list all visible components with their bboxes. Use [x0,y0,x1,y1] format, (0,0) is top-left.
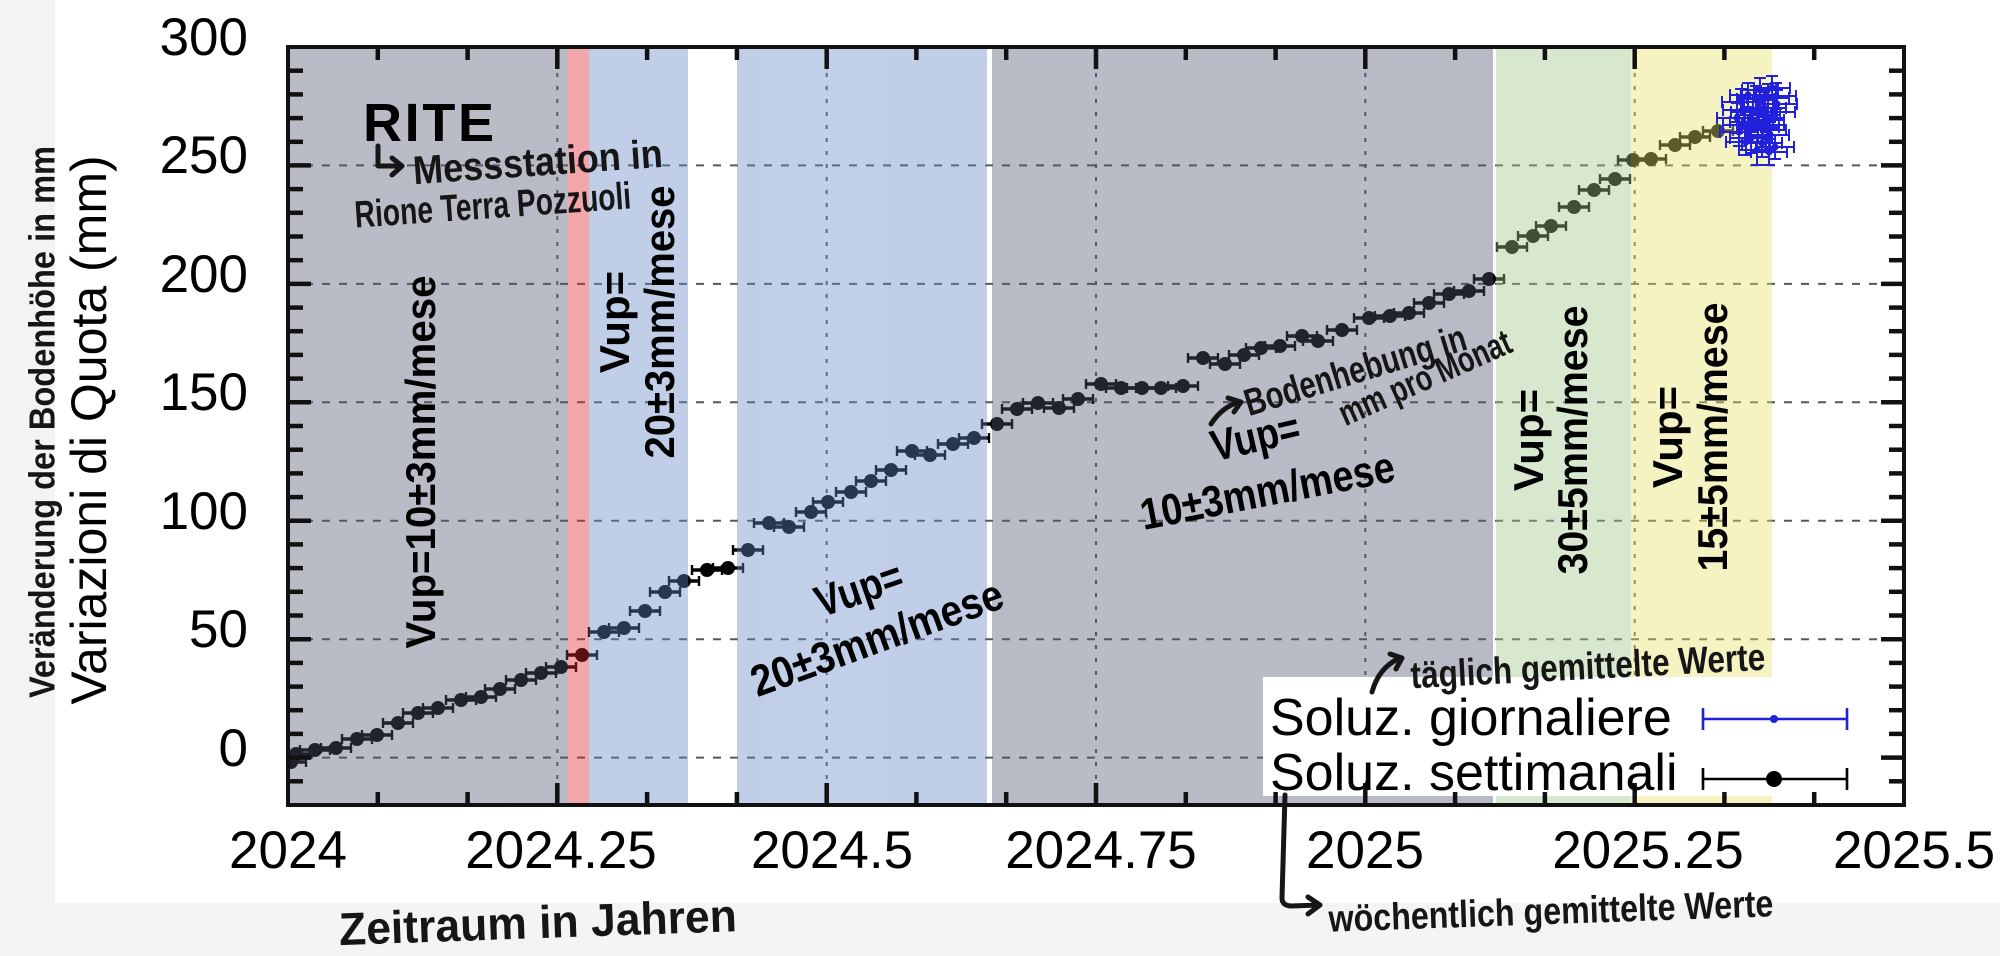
svg-text:200: 200 [160,245,248,304]
svg-text:Variazioni di Quota (mm): Variazioni di Quota (mm) [61,155,117,704]
svg-text:2024.75: 2024.75 [1005,821,1197,880]
svg-text:250: 250 [160,126,248,185]
svg-text:2025.5: 2025.5 [1833,821,1995,880]
svg-text:150: 150 [160,363,248,422]
svg-text:Vup=10±3mm/mese: Vup=10±3mm/mese [397,276,444,649]
svg-text:Soluz. settimanali: Soluz. settimanali [1270,744,1678,802]
svg-text:0: 0 [219,719,248,778]
svg-text:2024.25: 2024.25 [465,821,657,880]
svg-text:15±5mm/mese: 15±5mm/mese [1689,303,1736,572]
svg-text:50: 50 [189,600,248,659]
svg-text:Vup=: Vup= [591,271,638,373]
svg-text:RITE: RITE [363,93,494,153]
svg-text:30±5mm/mese: 30±5mm/mese [1549,306,1596,575]
svg-text:Vup=: Vup= [1644,386,1691,488]
svg-text:300: 300 [160,8,248,67]
svg-text:Soluz. giornaliere: Soluz. giornaliere [1270,689,1672,747]
svg-text:20±3mm/mese: 20±3mm/mese [636,186,683,459]
svg-text:Vup=: Vup= [1505,389,1552,491]
svg-text:2024: 2024 [229,821,347,880]
svg-text:2024.5: 2024.5 [751,821,913,880]
svg-text:100: 100 [160,482,248,541]
svg-text:2025: 2025 [1306,821,1424,880]
svg-text:Veränderung der Bodenhöhe in m: Veränderung der Bodenhöhe in mm [22,146,63,698]
svg-text:2025.25: 2025.25 [1552,821,1744,880]
